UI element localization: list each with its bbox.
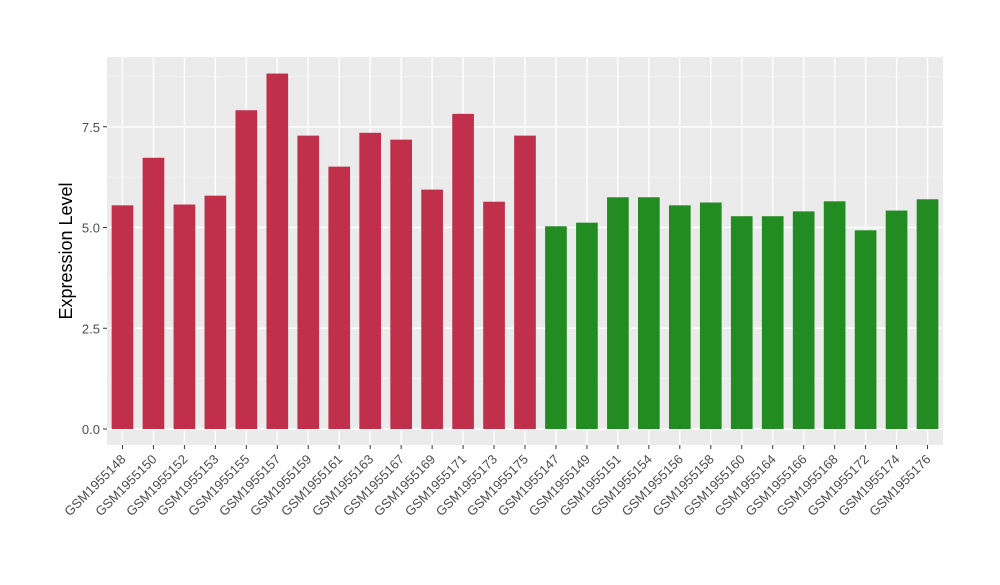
bar-GSM1955169 — [421, 189, 443, 429]
bar-GSM1955160 — [730, 216, 753, 429]
bar-GSM1955175 — [514, 135, 536, 429]
bar-GSM1955168 — [823, 201, 846, 429]
bar-GSM1955164 — [761, 216, 784, 429]
bar-GSM1955176 — [916, 199, 939, 429]
y-axis: 0.0 2.5 5.0 7.5 — [82, 120, 107, 437]
y-axis-title: Expression Level — [56, 182, 76, 319]
bar-GSM1955155 — [235, 110, 258, 430]
bar-GSM1955158 — [699, 202, 722, 429]
bar-GSM1955157 — [266, 73, 289, 429]
bar-GSM1955174 — [885, 210, 908, 429]
bar-GSM1955153 — [204, 195, 227, 429]
y-tick-label: 5.0 — [82, 221, 100, 236]
y-tick-label: 7.5 — [82, 120, 100, 135]
bar-GSM1955171 — [452, 113, 474, 429]
bar-GSM1955167 — [390, 139, 412, 429]
bar-GSM1955150 — [142, 157, 165, 429]
bar-GSM1955151 — [607, 197, 629, 429]
bar-GSM1955163 — [359, 132, 382, 430]
bar-GSM1955152 — [173, 204, 196, 429]
x-axis: GSM1955148GSM1955150GSM1955152GSM1955153… — [61, 445, 934, 519]
bar-GSM1955148 — [111, 205, 134, 429]
bar-GSM1955166 — [792, 211, 815, 429]
bar-GSM1955156 — [668, 205, 691, 429]
y-tick-label: 0.0 — [82, 422, 100, 437]
bar-GSM1955147 — [545, 226, 567, 429]
bar-GSM1955161 — [328, 166, 351, 429]
bar-GSM1955173 — [483, 201, 505, 429]
y-tick-label: 2.5 — [82, 321, 100, 336]
bar-GSM1955154 — [638, 197, 660, 429]
bar-GSM1955149 — [576, 222, 598, 429]
bar-GSM1955159 — [297, 135, 320, 429]
bar-GSM1955172 — [854, 230, 877, 429]
bars — [111, 73, 939, 430]
